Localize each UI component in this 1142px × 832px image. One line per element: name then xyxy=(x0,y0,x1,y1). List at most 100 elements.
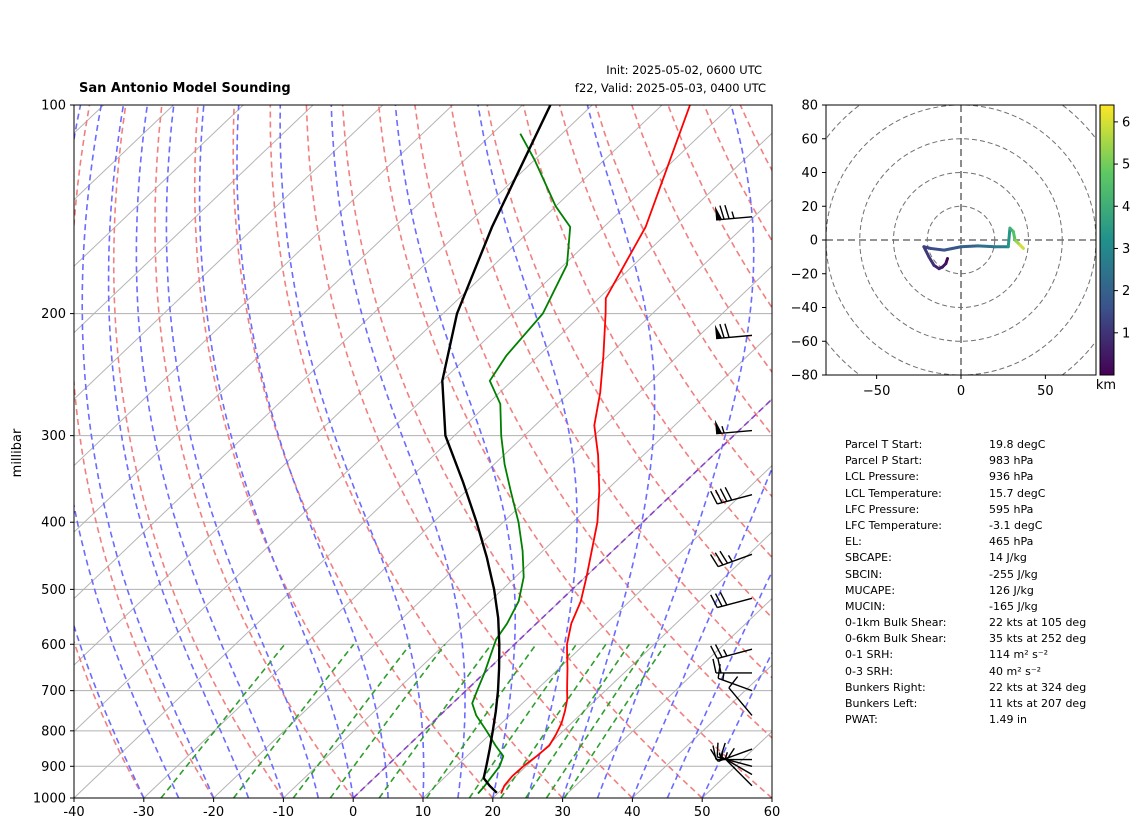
parameter-value: 114 m² s⁻² xyxy=(989,648,1049,662)
barb-full xyxy=(712,745,717,760)
barb-full xyxy=(714,489,723,504)
barb-full xyxy=(714,593,723,607)
barb-staff xyxy=(717,597,753,609)
dry-adiabat xyxy=(594,105,772,437)
barb-full xyxy=(712,658,717,674)
barb-full xyxy=(710,645,718,659)
isotherm xyxy=(74,105,314,334)
wind-barb xyxy=(714,419,753,435)
parcel-profile xyxy=(441,105,552,794)
wind-barb xyxy=(720,742,753,776)
barb-full xyxy=(728,676,739,689)
hodo-x-tick-label: 50 xyxy=(1037,384,1054,399)
isotherm xyxy=(74,105,453,467)
y-tick-label: 700 xyxy=(41,684,66,699)
dry-adiabat xyxy=(450,105,772,679)
y-tick-label: 800 xyxy=(41,724,66,739)
barb-half xyxy=(723,649,728,657)
hodo-y-tick-label: 60 xyxy=(801,132,818,147)
colorbar-tick-label: 1 xyxy=(1122,326,1130,341)
dry-adiabat xyxy=(486,105,772,619)
moist-adiabat xyxy=(165,105,320,798)
isotherm xyxy=(283,331,772,798)
barb-flag xyxy=(714,324,723,339)
barb-half xyxy=(724,752,729,760)
init-time: Init: 2025-05-02, 0600 UTC xyxy=(606,63,762,77)
parameter-value: 1.49 in xyxy=(989,713,1028,727)
isotherm xyxy=(562,597,772,798)
isotherm xyxy=(74,105,733,733)
parameter-label: 0-3 SRH: xyxy=(845,664,894,678)
isotherm xyxy=(771,797,772,798)
parameter-label: LFC Temperature: xyxy=(845,518,943,532)
parameter-value: -3.1 degC xyxy=(989,518,1043,532)
moist-adiabat xyxy=(561,105,656,798)
wind-barb xyxy=(717,664,753,692)
isotherm xyxy=(492,531,772,798)
hodograph-segment xyxy=(976,244,997,249)
wind-barb xyxy=(710,591,753,609)
moist-adiabat xyxy=(596,105,755,798)
colorbar-tick-label: 2 xyxy=(1122,284,1130,299)
wind-barb xyxy=(714,323,753,340)
isotherm xyxy=(74,105,384,400)
hodograph-segment xyxy=(1006,226,1012,249)
y-tick-label: 400 xyxy=(41,516,66,531)
wind-barb xyxy=(710,487,753,505)
y-tick-label: 300 xyxy=(41,429,66,444)
parameter-value: -255 J/kg xyxy=(989,567,1038,581)
y-tick-label: 500 xyxy=(41,583,66,598)
dry-adiabat xyxy=(74,639,145,798)
hodograph-trace xyxy=(922,226,1025,271)
hodo-y-tick-label: 20 xyxy=(801,200,818,215)
barb-full xyxy=(714,644,723,658)
wind-barb xyxy=(725,747,753,787)
hodo-y-tick-label: −40 xyxy=(791,301,818,316)
hodograph-segment xyxy=(1018,243,1025,250)
x-tick-label: -30 xyxy=(133,805,154,820)
dry-adiabat xyxy=(154,105,354,798)
skewt-background-lines xyxy=(74,105,772,798)
colorbar-tick-label: 3 xyxy=(1122,242,1130,257)
x-tick-label: 10 xyxy=(415,805,432,820)
y-tick-label: 900 xyxy=(41,760,66,775)
parameter-value: 14 J/kg xyxy=(989,551,1027,565)
barb-full xyxy=(724,204,730,220)
barb-staff xyxy=(726,759,753,787)
moist-adiabat xyxy=(394,105,516,798)
skewt-y-axis-label: millibar xyxy=(10,428,25,477)
wind-barb xyxy=(728,676,753,716)
mixing-ratio-line xyxy=(425,643,537,798)
mixing-ratio-line xyxy=(525,643,631,798)
barb-full xyxy=(719,591,728,606)
barb-full xyxy=(724,323,730,338)
barb-full xyxy=(719,550,729,564)
temperature-profile xyxy=(500,105,691,794)
barb-full xyxy=(710,594,718,608)
parameter-value: 15.7 degC xyxy=(989,486,1046,500)
dry-adiabat xyxy=(414,105,772,739)
barb-full xyxy=(714,552,724,566)
barb-staff xyxy=(717,553,753,568)
parameter-label: PWAT: xyxy=(845,713,878,727)
parameter-label: LCL Pressure: xyxy=(845,470,920,484)
parameter-value: 22 kts at 324 deg xyxy=(989,680,1087,694)
hodo-y-tick-label: 80 xyxy=(801,99,818,114)
barb-half xyxy=(731,211,735,219)
barb-full xyxy=(719,488,728,502)
moist-adiabat xyxy=(74,105,180,798)
barb-half xyxy=(727,555,733,562)
parameter-label: Bunkers Left: xyxy=(845,697,918,710)
barb-full xyxy=(720,742,726,757)
hodo-y-tick-label: −20 xyxy=(791,267,818,282)
barb-full xyxy=(725,747,735,761)
mixing-ratio-line xyxy=(545,643,650,798)
barb-half xyxy=(722,672,725,681)
moist-adiabat xyxy=(198,105,354,798)
barb-staff xyxy=(716,334,753,340)
colorbar xyxy=(1099,104,1115,376)
moist-adiabat xyxy=(135,105,285,798)
moist-adiabat xyxy=(81,105,215,798)
mixing-ratio-line xyxy=(292,643,411,798)
